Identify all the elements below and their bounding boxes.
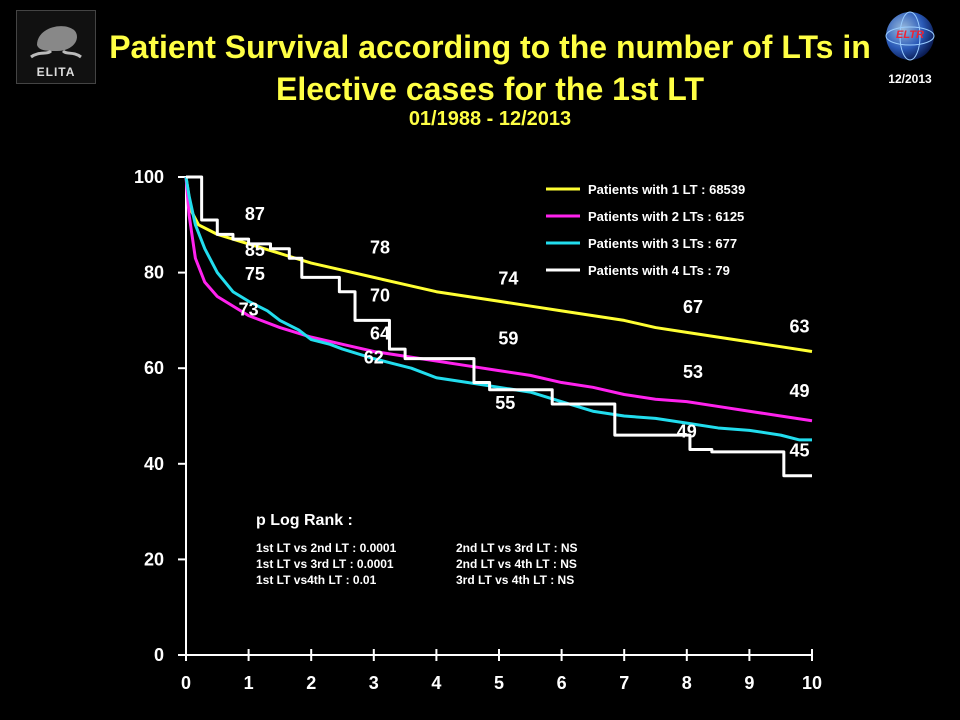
elita-logo: ELITA [16, 10, 96, 84]
data-label: 70 [370, 285, 390, 305]
chart-series [184, 175, 813, 478]
data-label: 49 [789, 381, 809, 401]
legend-label: Patients with 4 LTs : 79 [588, 263, 730, 278]
stats-cell: 2nd LT vs 3rd LT : NS [456, 541, 578, 555]
x-tick-label: 2 [306, 673, 316, 693]
y-tick-label: 100 [134, 167, 164, 187]
data-label: 62 [364, 347, 384, 367]
y-tick-label: 80 [144, 263, 164, 283]
chart-title: Patient Survival according to the number… [109, 29, 871, 107]
data-label: 64 [370, 324, 390, 344]
chart-subtitle: 01/1988 - 12/2013 [408, 108, 572, 130]
data-label: 45 [789, 441, 809, 461]
x-tick-label: 3 [369, 673, 379, 693]
data-label: 67 [683, 297, 703, 317]
data-label: 74 [498, 269, 518, 289]
legend-label: Patients with 2 LTs : 6125 [588, 209, 744, 224]
x-tick-label: 5 [494, 673, 504, 693]
x-tick-label: 1 [244, 673, 254, 693]
chart-legend: Patients with 1 LT : 68539 Patients with … [546, 182, 745, 278]
stats-row: 1st LT vs 3rd LT : 0.0001 2nd LT vs 4th … [256, 556, 578, 572]
stats-row: 1st LT vs 2nd LT : 0.0001 2nd LT vs 3rd … [256, 540, 578, 556]
y-tick-label: 60 [144, 358, 164, 378]
data-label: 59 [498, 328, 518, 348]
data-label: 63 [789, 316, 809, 336]
eltr-logo-text: ELTR [896, 29, 924, 41]
data-label: 87 [245, 204, 265, 224]
y-tick-label: 20 [144, 549, 164, 569]
globe-icon [885, 11, 935, 61]
x-tick-label: 4 [431, 673, 441, 693]
x-tick-label: 9 [744, 673, 754, 693]
elita-logo-text: ELITA [36, 65, 76, 79]
stats-cell: 1st LT vs 2nd LT : 0.0001 [256, 541, 397, 555]
data-label: 53 [683, 362, 703, 382]
series-line [184, 176, 813, 353]
data-label: 78 [370, 237, 390, 257]
data-label: 73 [239, 300, 259, 320]
x-tick-label: 8 [682, 673, 692, 693]
stats-cell: 3rd LT vs 4th LT : NS [456, 573, 575, 587]
log-rank-stats: p Log Rank : 1st LT vs 2nd LT : 0.0001 2… [256, 512, 578, 588]
x-tick-label: 6 [557, 673, 567, 693]
series-line [186, 175, 812, 478]
data-label: 49 [677, 422, 697, 442]
series-line [184, 176, 813, 423]
y-tick-label: 40 [144, 454, 164, 474]
y-tick-label: 0 [154, 645, 164, 665]
x-tick-label: 10 [802, 673, 822, 693]
eltr-logo: ELTR [884, 10, 936, 62]
data-label: 75 [245, 264, 265, 284]
series-line [184, 176, 812, 442]
stats-cell: 1st LT vs 3rd LT : 0.0001 [256, 557, 394, 571]
x-tick-label: 7 [619, 673, 629, 693]
stats-cell: 2nd LT vs 4th LT : NS [456, 557, 577, 571]
date-tag: 12/2013 [888, 72, 932, 86]
chart-annotations: 87 85 75 73 78 70 64 62 74 59 55 67 53 49 63 49 45 [239, 204, 810, 461]
stats-cell: 1st LT vs4th LT : 0.01 [256, 573, 377, 587]
data-label: 85 [245, 240, 265, 260]
stats-row: 1st LT vs4th LT : 0.01 3rd LT vs 4th LT … [256, 572, 578, 588]
data-label: 55 [495, 393, 515, 413]
liver-hands-icon [30, 26, 82, 59]
legend-label: Patients with 1 LT : 68539 [588, 182, 745, 197]
stats-heading: p Log Rank : [256, 512, 353, 529]
legend-label: Patients with 3 LTs : 677 [588, 236, 737, 251]
x-tick-label: 0 [181, 673, 191, 693]
